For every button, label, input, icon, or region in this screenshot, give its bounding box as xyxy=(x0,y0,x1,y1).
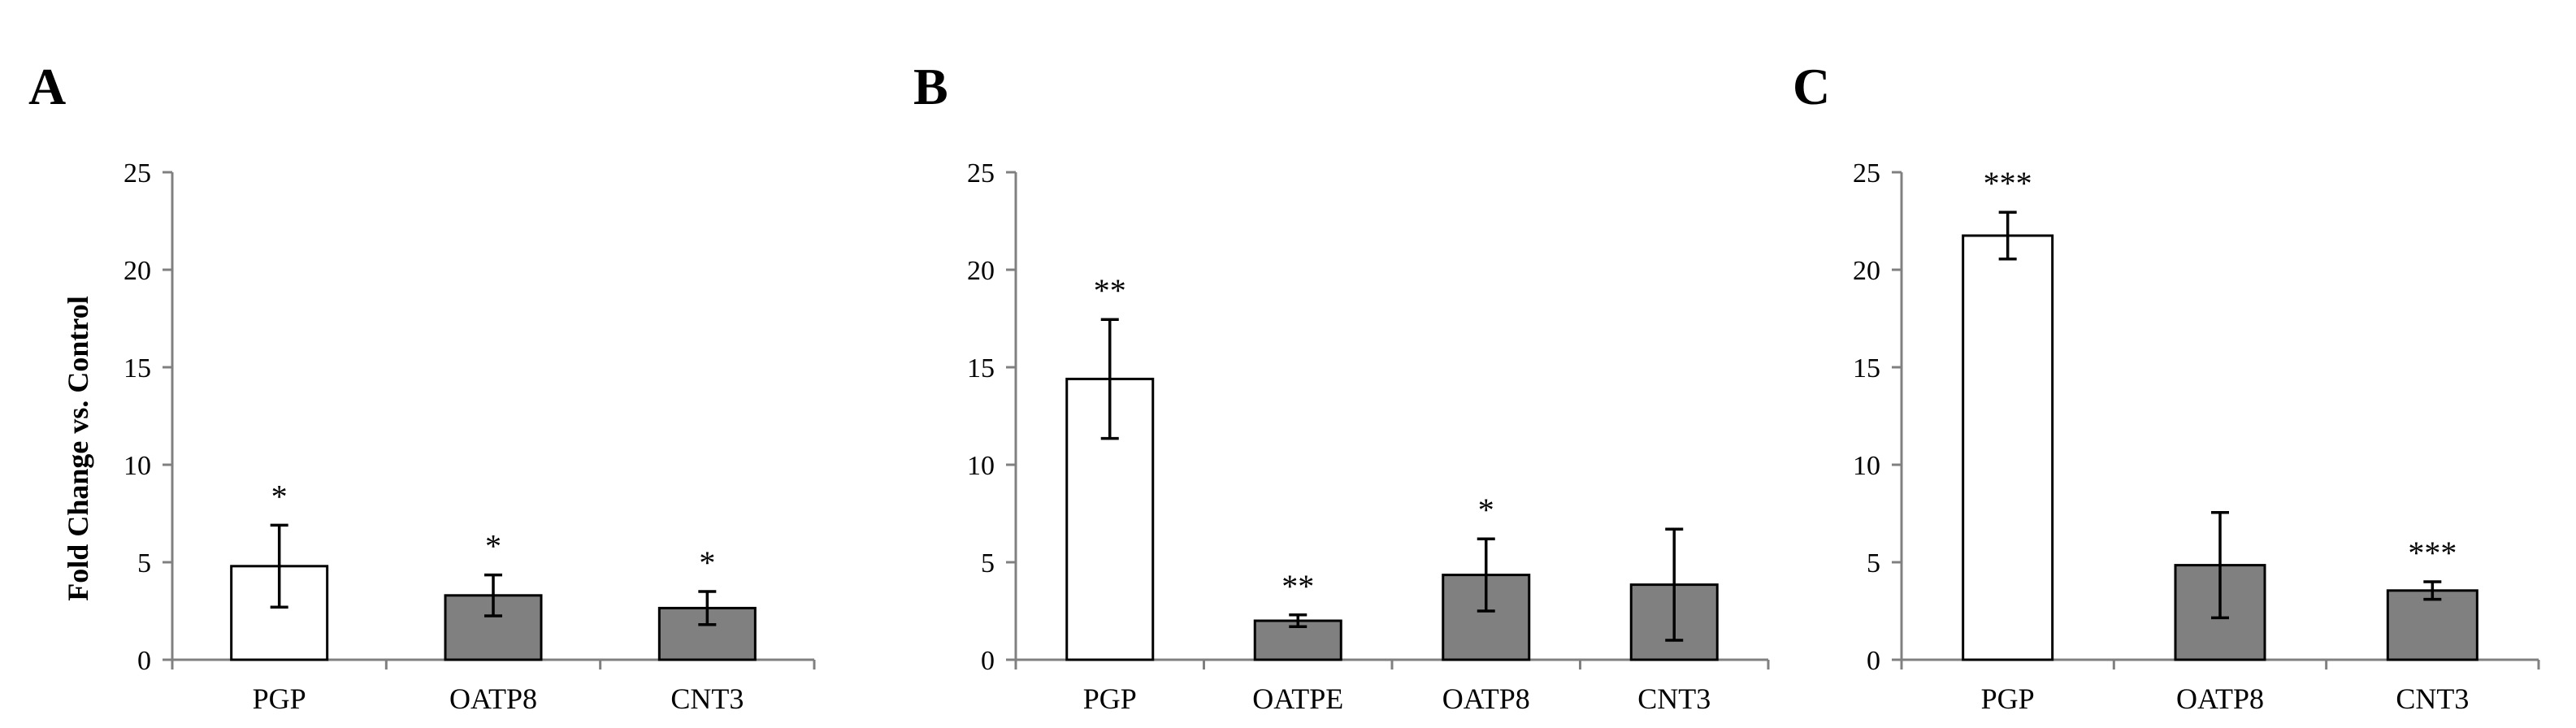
category-label: PGP xyxy=(1981,682,2035,715)
y-tick-label: 5 xyxy=(981,548,995,578)
significance-label: * xyxy=(1478,492,1494,528)
panel-letter: B xyxy=(913,58,948,115)
y-tick-label: 0 xyxy=(981,646,995,676)
chart-panel-a: A 0 5 10 15 20 25 Fold Change vs. Control * PGP * O… xyxy=(28,58,816,715)
y-tick-label: 25 xyxy=(967,158,995,188)
y-tick-label: 25 xyxy=(124,158,151,188)
y-tick-label: 10 xyxy=(967,451,995,481)
y-tick-label: 0 xyxy=(1867,646,1880,676)
y-tick-label: 5 xyxy=(137,548,151,578)
category-label: CNT3 xyxy=(2396,682,2469,715)
category-label: OATP8 xyxy=(2176,682,2264,715)
category-label: OATP8 xyxy=(449,682,537,715)
category-label: OATP8 xyxy=(1442,682,1530,715)
y-tick-label: 20 xyxy=(124,256,151,286)
y-axis-title: Fold Change vs. Control xyxy=(62,296,94,600)
category-label: OATPE xyxy=(1252,682,1343,715)
significance-label: * xyxy=(699,544,715,581)
significance-label: ** xyxy=(1281,568,1314,604)
significance-label: *** xyxy=(2408,535,2457,571)
y-tick-label: 20 xyxy=(967,256,995,286)
panel-letter: A xyxy=(28,58,66,115)
y-tick-label: 10 xyxy=(124,451,151,481)
significance-label: *** xyxy=(1984,165,2032,202)
y-tick-label: 0 xyxy=(137,646,151,676)
bar-cnt3 xyxy=(2386,589,2478,661)
bar-pgp xyxy=(1962,234,2054,661)
y-tick-label: 20 xyxy=(1853,256,1880,286)
significance-label: * xyxy=(271,478,288,514)
category-label: CNT3 xyxy=(1637,682,1711,715)
chart-panel-c: C 0 5 10 15 20 25 *** PGP OATP8 *** CNT3 xyxy=(1793,58,2540,715)
y-tick-label: 25 xyxy=(1853,158,1880,188)
category-label: PGP xyxy=(253,682,306,715)
category-label: CNT3 xyxy=(670,682,744,715)
y-tick-label: 5 xyxy=(1867,548,1880,578)
y-tick-label: 15 xyxy=(124,353,151,384)
chart-panel-b: B 0 5 10 15 20 25 ** PGP ** OATPE * OATP8 CNT3 xyxy=(913,58,1770,715)
panel-letter: C xyxy=(1793,58,1830,115)
significance-label: ** xyxy=(1094,272,1126,309)
significance-label: * xyxy=(485,528,501,565)
y-tick-label: 15 xyxy=(967,353,995,384)
y-tick-label: 15 xyxy=(1853,353,1880,384)
category-label: PGP xyxy=(1083,682,1137,715)
y-tick-label: 10 xyxy=(1853,451,1880,481)
